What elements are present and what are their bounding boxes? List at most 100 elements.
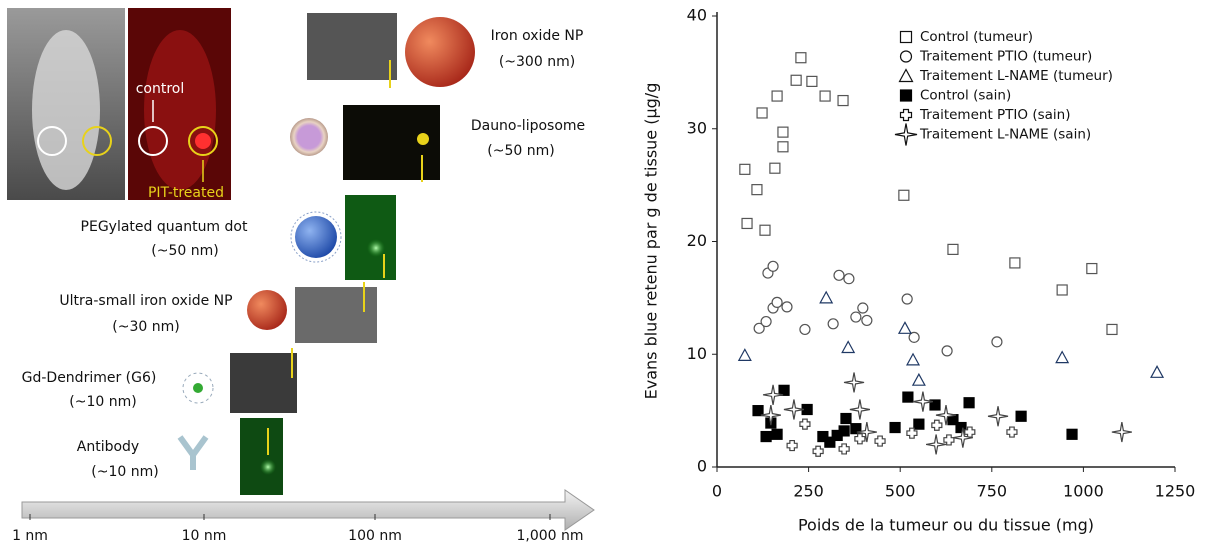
point [781, 301, 793, 313]
scale-label: 100 nm [348, 528, 402, 544]
label: (~30 nm) [112, 319, 179, 335]
point [931, 419, 943, 431]
x-tick-label: 1250 [1155, 482, 1196, 501]
point [840, 412, 852, 425]
label: (~10 nm) [69, 394, 136, 410]
legend-label: Traitement L-NAME (tumeur) [919, 68, 1113, 84]
y-axis-title: Evans blue retenu par g de tissue (µg/g [642, 83, 661, 400]
x-tick-label: 1000 [1063, 482, 1104, 501]
legend-label: Control (tumeur) [920, 29, 1033, 45]
point [929, 399, 941, 411]
point [777, 126, 789, 138]
point [850, 311, 862, 323]
point [741, 217, 753, 230]
legend-label: Traitement L-NAME (sain) [919, 127, 1091, 143]
point [756, 107, 768, 119]
y-tick-label: 30 [687, 118, 707, 137]
chart: Poids de la tumeur ou du tissue (mg) Eva… [642, 6, 1196, 535]
point [771, 428, 783, 440]
roi-circle [82, 126, 112, 156]
legend-marker [899, 30, 913, 44]
point [760, 405, 781, 426]
y-tick-label: 40 [687, 6, 707, 25]
legend-marker [894, 123, 918, 146]
point [913, 418, 925, 430]
dendrimer [182, 372, 214, 404]
point [778, 384, 790, 396]
label: (~50 nm) [151, 243, 218, 259]
signal [367, 239, 385, 257]
point [1111, 421, 1132, 443]
point [906, 427, 918, 439]
label: (~50 nm) [487, 143, 554, 159]
label: Gd-Dendrimer (G6) [22, 370, 157, 386]
point [777, 141, 789, 153]
x-axis-title: Poids de la tumeur ou du tissue (mg) [798, 516, 1094, 535]
point [759, 224, 771, 236]
point [786, 439, 798, 452]
point [908, 331, 920, 343]
x-tick-label: 0 [712, 482, 722, 501]
point [856, 421, 877, 443]
point [760, 315, 772, 328]
point [737, 348, 752, 361]
point [1056, 284, 1068, 296]
legend-label: Traitement PTIO (sain) [919, 107, 1070, 123]
x-tick-label: 750 [977, 482, 1008, 501]
label: control [136, 81, 185, 97]
mri-image [230, 353, 297, 413]
point [771, 296, 783, 308]
point [1009, 257, 1021, 269]
point [889, 421, 901, 434]
point [753, 322, 765, 334]
point [1086, 262, 1098, 275]
fluorescence-image [240, 418, 283, 495]
point [739, 163, 751, 175]
point [1106, 323, 1118, 336]
scale-label: 10 nm [182, 528, 227, 544]
legend-marker [898, 68, 914, 83]
label: Iron oxide NP [491, 28, 584, 44]
point [767, 260, 779, 272]
antibody [177, 435, 209, 470]
point [874, 435, 886, 447]
point [760, 430, 772, 443]
label: Antibody [77, 439, 139, 455]
label: Ultra-small iron oxide NP [59, 293, 232, 309]
point [1066, 428, 1078, 440]
scale-label: 1 nm [12, 528, 48, 544]
point [912, 391, 934, 412]
point [854, 433, 866, 445]
mouse-body [32, 30, 100, 190]
point [769, 162, 781, 174]
fluorescence-image [345, 195, 396, 280]
point [799, 323, 811, 336]
point [991, 336, 1003, 348]
point [817, 430, 829, 443]
point [812, 445, 824, 457]
liposome [290, 118, 328, 156]
label: PIT-treated [148, 185, 224, 201]
point [902, 391, 914, 403]
point [783, 399, 805, 420]
point [943, 434, 955, 446]
point [911, 372, 926, 386]
point [861, 314, 873, 327]
legend-marker [899, 89, 913, 102]
mouse-body [144, 30, 216, 190]
y-tick-label: 0 [697, 457, 707, 476]
label: (~10 nm) [91, 464, 158, 480]
point [941, 345, 953, 357]
label: (~300 nm) [499, 54, 575, 70]
point [819, 290, 834, 304]
point [833, 269, 845, 281]
nanoparticle [405, 17, 475, 87]
tumor-signal [195, 133, 211, 149]
point [819, 90, 831, 102]
roi-circle [138, 126, 168, 156]
point [1006, 426, 1018, 438]
point [1150, 365, 1165, 378]
y-tick-label: 10 [687, 344, 707, 363]
scale-label: 1,000 nm [516, 528, 583, 544]
